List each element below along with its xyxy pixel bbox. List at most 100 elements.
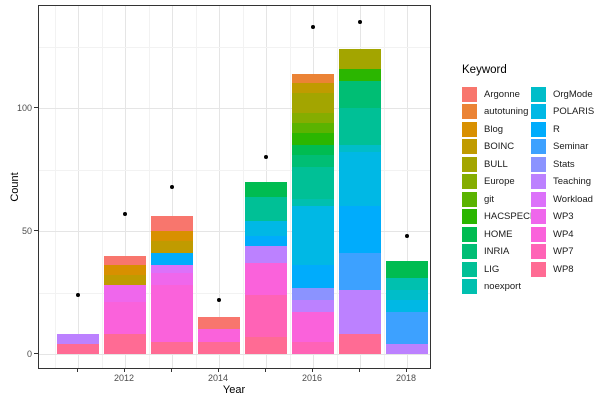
data-point-dot-2012 bbox=[123, 211, 127, 216]
legend-swatch-noexport bbox=[462, 279, 477, 294]
bar-segment-WP4-2016 bbox=[292, 312, 334, 342]
legend-label-POLARIS: POLARIS bbox=[553, 106, 595, 117]
legend-item-autotuning: autotuning bbox=[462, 104, 528, 120]
legend-label-BULL: BULL bbox=[484, 158, 508, 170]
legend-swatch-Stats bbox=[531, 156, 546, 172]
gridline-x-minor bbox=[195, 6, 197, 368]
bar-segment-Teaching-2016 bbox=[292, 299, 334, 313]
bar-segment-WP8-2014 bbox=[198, 341, 240, 354]
bar-segment-INRIA-2017 bbox=[339, 80, 381, 108]
legend-label-Workload: Workload bbox=[553, 193, 593, 205]
bar-segment-noexport-2018 bbox=[386, 277, 428, 291]
bar-segment-WP8-2017 bbox=[339, 334, 381, 354]
legend-label-noexport: noexport bbox=[484, 281, 521, 292]
data-point-dot-2015 bbox=[264, 155, 268, 160]
legend-swatch-Workload bbox=[531, 191, 546, 207]
bar-segment-Stats-2016 bbox=[292, 287, 334, 300]
legend-label-autotuning: autotuning bbox=[484, 106, 529, 117]
x-tick-mark bbox=[218, 369, 219, 372]
bar-segment-LIG-2016 bbox=[292, 167, 334, 199]
x-tick-mark bbox=[77, 369, 78, 372]
legend-item-WP7: WP7 bbox=[531, 244, 574, 260]
legend-label-WP4: WP4 bbox=[553, 228, 574, 240]
legend-label-HACSPECIS: HACSPECIS bbox=[484, 211, 539, 222]
legend-swatch-BULL bbox=[462, 156, 477, 172]
bar-segment-Teaching-2018 bbox=[386, 344, 428, 354]
legend-swatch-OrgMode bbox=[531, 86, 546, 102]
bar-segment-HACSPECIS-2017 bbox=[339, 68, 381, 81]
data-point-dot-2016 bbox=[311, 24, 315, 29]
y-tick-label: 100 bbox=[16, 102, 32, 113]
bar-segment-WP3-2012 bbox=[104, 285, 146, 303]
bar-segment-BOINC-2013 bbox=[151, 240, 193, 254]
bar-segment-Blog-2013 bbox=[151, 231, 193, 241]
legend-item-BULL: BULL bbox=[462, 156, 508, 172]
bar-segment-BOINC-2012 bbox=[104, 275, 146, 286]
bar-segment-WP4-2012 bbox=[104, 302, 146, 335]
bar-segment-WP3-2013 bbox=[151, 272, 193, 286]
legend-swatch-autotuning bbox=[462, 104, 477, 119]
y-tick-label: 50 bbox=[21, 225, 32, 236]
legend-label-Stats: Stats bbox=[553, 158, 575, 170]
legend-swatch-Blog bbox=[462, 121, 477, 137]
gridline-x-minor bbox=[54, 6, 56, 368]
bar-segment-R-2017 bbox=[339, 206, 381, 254]
legend-swatch-Argonne bbox=[462, 86, 477, 102]
legend-label-Seminar: Seminar bbox=[553, 141, 589, 152]
legend-swatch-R bbox=[531, 121, 546, 137]
data-point-dot-2013 bbox=[170, 184, 174, 189]
legend-swatch-Seminar bbox=[531, 139, 546, 154]
bar-segment-WP7-2015 bbox=[245, 294, 287, 337]
legend-item-R: R bbox=[531, 121, 560, 137]
legend-label-Blog: Blog bbox=[484, 123, 504, 135]
bar-segment-Seminar-2017 bbox=[339, 253, 381, 291]
legend-swatch-Teaching bbox=[531, 174, 546, 189]
legend-label-LIG: LIG bbox=[484, 263, 500, 275]
data-point-dot-2011 bbox=[76, 292, 80, 297]
legend-title: Keyword bbox=[462, 64, 507, 76]
x-tick-label: 2012 bbox=[113, 373, 135, 383]
x-tick-mark bbox=[265, 369, 266, 372]
gridline-y-major bbox=[39, 108, 430, 109]
legend-label-Europe: Europe bbox=[484, 176, 515, 187]
legend-item-Argonne: Argonne bbox=[462, 86, 520, 102]
x-tick-label: 2014 bbox=[207, 373, 229, 383]
gridline-x-minor bbox=[336, 6, 338, 368]
legend-label-R: R bbox=[553, 123, 560, 135]
legend-item-Seminar: Seminar bbox=[531, 139, 588, 155]
legend-item-Europe: Europe bbox=[462, 174, 515, 190]
bar-segment-WP8-2015 bbox=[245, 336, 287, 354]
gridline-y-minor bbox=[39, 46, 430, 48]
legend-label-WP8: WP8 bbox=[553, 263, 574, 275]
gridline-y-minor bbox=[39, 292, 430, 294]
legend-swatch-WP8 bbox=[531, 261, 546, 277]
legend-swatch-LIG bbox=[462, 261, 477, 277]
gridline-x-major bbox=[219, 6, 220, 368]
bar-segment-LIG-2017 bbox=[339, 108, 381, 145]
bar-segment-autotuning-2016 bbox=[292, 73, 334, 84]
data-point-dot-2014 bbox=[217, 297, 221, 302]
bar-segment-Argonne-2014 bbox=[198, 317, 240, 330]
bar-segment-WP4-2015 bbox=[245, 262, 287, 295]
gridline-x-major bbox=[125, 6, 126, 368]
legend-item-Stats: Stats bbox=[531, 156, 575, 172]
legend-item-POLARIS: POLARIS bbox=[531, 104, 594, 120]
legend-label-BOINC: BOINC bbox=[484, 141, 515, 152]
bar-segment-HACSPECIS-2016 bbox=[292, 132, 334, 145]
bar-segment-WP8-2012 bbox=[104, 334, 146, 354]
legend-item-noexport: noexport bbox=[462, 279, 521, 295]
bar-segment-POLARIS-2018 bbox=[386, 299, 428, 313]
bar-segment-OrgMode-2017 bbox=[339, 144, 381, 153]
bar-segment-OrgMode-2018 bbox=[386, 290, 428, 300]
bar-segment-Seminar-2018 bbox=[386, 312, 428, 345]
bar-segment-INRIA-2016 bbox=[292, 154, 334, 168]
bar-segment-BULL-2017 bbox=[339, 48, 381, 69]
bar-segment-R-2015 bbox=[245, 235, 287, 246]
legend-label-Teaching: Teaching bbox=[553, 176, 592, 187]
x-tick-mark bbox=[171, 369, 172, 372]
gridline-x-minor bbox=[242, 6, 244, 368]
bar-segment-HOME-2018 bbox=[386, 260, 428, 278]
gridline-y-major bbox=[39, 231, 430, 232]
legend-item-Teaching: Teaching bbox=[531, 174, 591, 190]
plot-panel bbox=[38, 5, 431, 369]
